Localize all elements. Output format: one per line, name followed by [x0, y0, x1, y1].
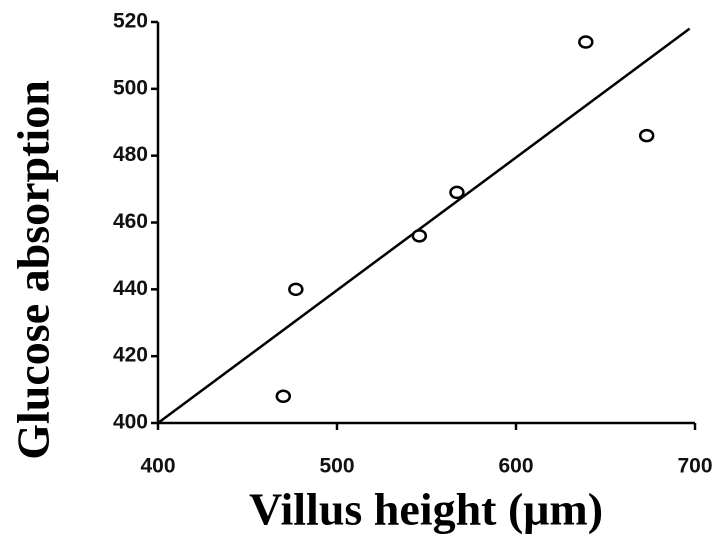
- x-tick-label: 400: [140, 455, 175, 478]
- y-tick-label: 480: [113, 143, 148, 166]
- x-tick-label: 500: [319, 455, 354, 478]
- y-tick-label: 520: [113, 10, 148, 33]
- y-tick-label: 460: [113, 210, 148, 233]
- point: [449, 185, 465, 200]
- point: [411, 229, 428, 243]
- y-axis-label: Glucose absorption: [8, 80, 59, 460]
- point: [275, 389, 292, 404]
- y-tick-label: 440: [113, 277, 148, 300]
- y-tick-label: 400: [113, 411, 148, 434]
- y-tick-label: 500: [113, 76, 148, 99]
- point: [578, 35, 594, 49]
- trend-line: [157, 27, 691, 425]
- y-tick-label: 420: [113, 344, 148, 367]
- x-axis-label: Villus height (μm): [249, 484, 603, 535]
- point: [288, 282, 304, 297]
- point: [638, 128, 655, 143]
- x-tick-label: 700: [677, 455, 712, 478]
- x-tick-label: 600: [498, 455, 533, 478]
